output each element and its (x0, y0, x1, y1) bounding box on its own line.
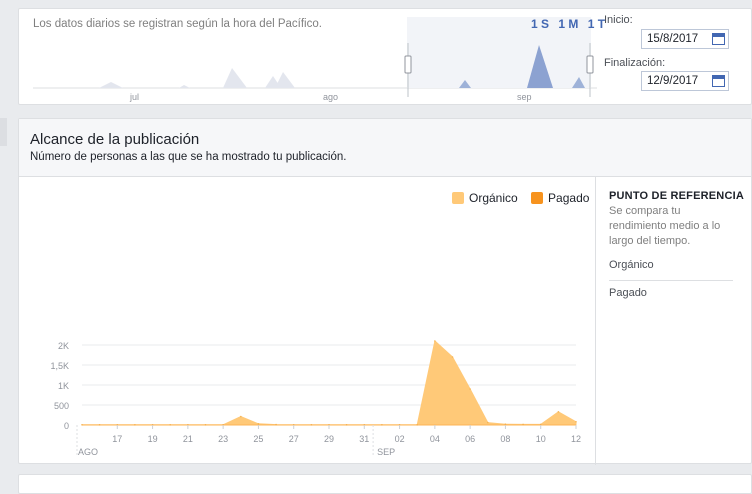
calendar-icon[interactable] (712, 75, 725, 87)
x-tick-label: 08 (500, 434, 510, 444)
benchmark-title: PUNTO DE REFERENCIA (609, 190, 744, 202)
timeline-selected-peak (527, 45, 553, 88)
timeline-history-peak (223, 68, 247, 88)
end-date-label: Finalización: (604, 57, 666, 69)
benchmark-row-paid[interactable]: Pagado (609, 287, 647, 299)
x-tick-label: 17 (112, 434, 122, 444)
x-tick-label: 27 (289, 434, 299, 444)
timeline-selected-peak (572, 77, 585, 88)
timeline-selection (407, 17, 591, 88)
calendar-icon[interactable] (712, 33, 725, 45)
paid-swatch (531, 192, 544, 204)
overview-timeline[interactable]: jul ago sep (19, 9, 752, 106)
card-title: Alcance de la publicación (30, 131, 200, 148)
timeline-handle-grip (404, 55, 412, 74)
post-reach-card: Alcance de la publicación Número de pers… (18, 118, 752, 465)
start-date-value: 15/8/2017 (647, 33, 699, 45)
x-tick-label: 29 (324, 434, 334, 444)
timeline-history-peak (99, 82, 123, 88)
end-date-field[interactable]: 12/9/2017 (641, 71, 729, 91)
card-header: Alcance de la publicación Número de pers… (19, 119, 751, 177)
timeline-selected-peak (459, 80, 471, 88)
y-tick-label: 500 (54, 401, 69, 411)
legend-label-paid: Pagado (548, 191, 590, 205)
timeline-handle-grip (586, 55, 594, 74)
zoom-1-month-button[interactable]: 1 M (558, 17, 579, 31)
organic-point (257, 423, 260, 425)
left-rail (0, 118, 7, 146)
zoom-1-quarter-button[interactable]: 1 T (587, 17, 606, 31)
timeline-handle-end[interactable] (586, 43, 594, 97)
y-tick-label: 2K (58, 341, 69, 351)
timezone-note: Los datos diarios se registran según la … (33, 18, 322, 30)
x-tick-label: 06 (465, 434, 475, 444)
timeline-history-peak (275, 72, 295, 88)
y-tick-label: 1,5K (50, 361, 69, 371)
organic-point (240, 415, 242, 418)
reach-chart: 0 500 1K 1,5K 2K 17 19 21 23 25 27 29 31 02 04 06 08 10 12… (50, 340, 581, 457)
organic-point (451, 356, 454, 358)
organic-area (81, 340, 577, 426)
card-subtitle: Número de personas a las que se ha mostr… (30, 151, 347, 163)
benchmark-row-organic[interactable]: Orgánico (609, 259, 733, 281)
x-tick-label: 10 (536, 434, 546, 444)
organic-point (487, 421, 489, 424)
legend-item-paid[interactable]: Pagado (531, 191, 589, 205)
organic-point (469, 388, 471, 390)
benchmark-description: Se compara tu rendimiento medio a lo lar… (609, 205, 721, 247)
next-card (18, 474, 752, 494)
x-tick-label: 23 (218, 434, 228, 444)
organic-point (575, 421, 577, 423)
timeline-history-peak (179, 85, 190, 88)
x-tick-label: 19 (148, 434, 158, 444)
organic-point (434, 340, 436, 342)
month-label: SEP (377, 447, 395, 457)
x-tick-label: 04 (430, 434, 440, 444)
start-date-field[interactable]: 15/8/2017 (641, 29, 729, 49)
month-label: AGO (78, 447, 98, 457)
x-tick-label: 25 (253, 434, 263, 444)
x-tick-label: 12 (571, 434, 581, 444)
x-tick-label: 02 (395, 434, 405, 444)
y-tick-label: 1K (58, 381, 69, 391)
start-date-label: Inicio: (604, 14, 633, 26)
x-tick-label: 31 (359, 434, 369, 444)
legend-item-organic[interactable]: Orgánico (452, 191, 518, 205)
x-tick-label: 21 (183, 434, 193, 444)
chart-legend: Orgánico Pagado (452, 191, 599, 207)
date-range-panel: Los datos diarios se registran según la … (18, 8, 752, 105)
zoom-controls: 1 S 1 M 1 T (531, 17, 611, 31)
timeline-handle-start[interactable] (404, 43, 412, 97)
legend-label-organic: Orgánico (469, 191, 518, 205)
y-tick-label: 0 (64, 421, 69, 431)
end-date-value: 12/9/2017 (647, 75, 699, 87)
timeline-month-label: sep (517, 92, 532, 102)
zoom-1-week-button[interactable]: 1 S (531, 17, 550, 31)
timeline-month-label: jul (129, 92, 139, 102)
organic-swatch (452, 192, 464, 204)
timeline-month-label: ago (323, 92, 338, 102)
organic-point (557, 411, 560, 413)
benchmark-panel: PUNTO DE REFERENCIA Se compara tu rendim… (595, 177, 752, 465)
